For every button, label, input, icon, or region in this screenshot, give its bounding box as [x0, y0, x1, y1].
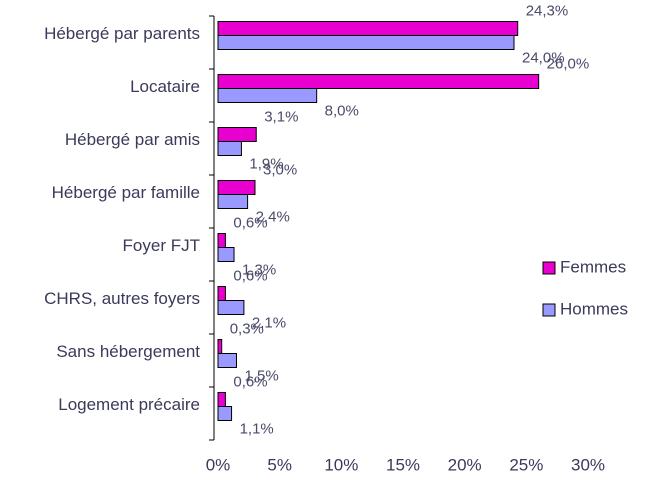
bar: [217, 141, 242, 156]
value-label: 1,1%: [240, 420, 274, 437]
x-tick-label: 15%: [386, 455, 420, 474]
value-label: 24,0%: [522, 49, 565, 66]
value-label: 1,5%: [245, 367, 279, 384]
value-label: 3,1%: [264, 108, 298, 125]
category-label: Locataire: [130, 77, 200, 96]
x-tick-label: 5%: [267, 455, 292, 474]
value-label: 0,6%: [233, 214, 267, 231]
bar: [217, 35, 515, 50]
bar: [217, 21, 519, 36]
bar: [217, 247, 235, 262]
category-label: Hébergé par famille: [52, 183, 200, 202]
x-tick-label: 10%: [324, 455, 358, 474]
bar: [217, 88, 318, 103]
bar: [217, 406, 233, 421]
bar: [217, 233, 226, 248]
value-label: 0,3%: [230, 320, 264, 337]
x-tick-label: 25%: [509, 455, 543, 474]
value-label: 8,0%: [325, 102, 359, 119]
legend-label: Femmes: [560, 257, 626, 276]
x-tick-label: 0%: [206, 455, 231, 474]
bar: [217, 286, 226, 301]
value-label: 3,0%: [263, 161, 297, 178]
value-label: 1,3%: [242, 261, 276, 278]
x-tick-label: 20%: [448, 455, 482, 474]
bar: [217, 74, 540, 89]
category-label: Sans hébergement: [56, 342, 200, 361]
value-label: 2,4%: [256, 208, 290, 225]
value-label: 0,6%: [233, 267, 267, 284]
legend-swatch: [542, 261, 556, 275]
bar: [217, 353, 237, 368]
legend-swatch: [542, 303, 556, 317]
bar: [217, 127, 257, 142]
bar: [217, 300, 245, 315]
bar: [217, 180, 256, 195]
legend-label: Hommes: [560, 299, 628, 318]
bar: [217, 194, 249, 209]
value-label: 2,1%: [252, 314, 286, 331]
category-label: Hébergé par parents: [44, 24, 200, 43]
value-label: 1,9%: [249, 155, 283, 172]
bar: [217, 339, 223, 354]
x-tick-label: 30%: [571, 455, 605, 474]
bar: [217, 392, 226, 407]
value-label: 26,0%: [547, 55, 590, 72]
value-label: 0,6%: [233, 373, 267, 390]
value-label: 24,3%: [526, 2, 569, 19]
category-label: Logement précaire: [58, 395, 200, 414]
category-label: Foyer FJT: [123, 236, 200, 255]
category-label: CHRS, autres foyers: [44, 289, 200, 308]
category-label: Hébergé par amis: [65, 130, 200, 149]
